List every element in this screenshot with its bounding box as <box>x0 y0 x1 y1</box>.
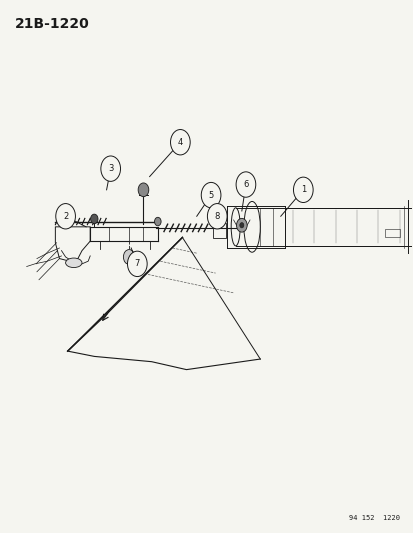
Circle shape <box>239 223 243 228</box>
Text: 3: 3 <box>108 164 113 173</box>
Circle shape <box>170 130 190 155</box>
Circle shape <box>154 217 161 226</box>
Circle shape <box>201 182 221 208</box>
Text: 21B-1220: 21B-1220 <box>14 17 89 31</box>
Circle shape <box>138 183 148 197</box>
Text: 2: 2 <box>63 212 68 221</box>
Circle shape <box>90 214 98 224</box>
Circle shape <box>235 172 255 197</box>
Text: 8: 8 <box>214 212 219 221</box>
Text: 4: 4 <box>177 138 183 147</box>
Text: 94 152  1220: 94 152 1220 <box>348 515 399 521</box>
Text: 6: 6 <box>243 180 248 189</box>
Text: 7: 7 <box>134 260 140 268</box>
Circle shape <box>293 177 312 203</box>
Circle shape <box>127 251 147 277</box>
Circle shape <box>207 204 227 229</box>
Circle shape <box>101 156 120 181</box>
Circle shape <box>56 204 75 229</box>
Circle shape <box>236 219 247 232</box>
Ellipse shape <box>65 258 82 268</box>
Text: 5: 5 <box>208 191 213 199</box>
Circle shape <box>123 249 135 264</box>
Text: 1: 1 <box>300 185 305 195</box>
